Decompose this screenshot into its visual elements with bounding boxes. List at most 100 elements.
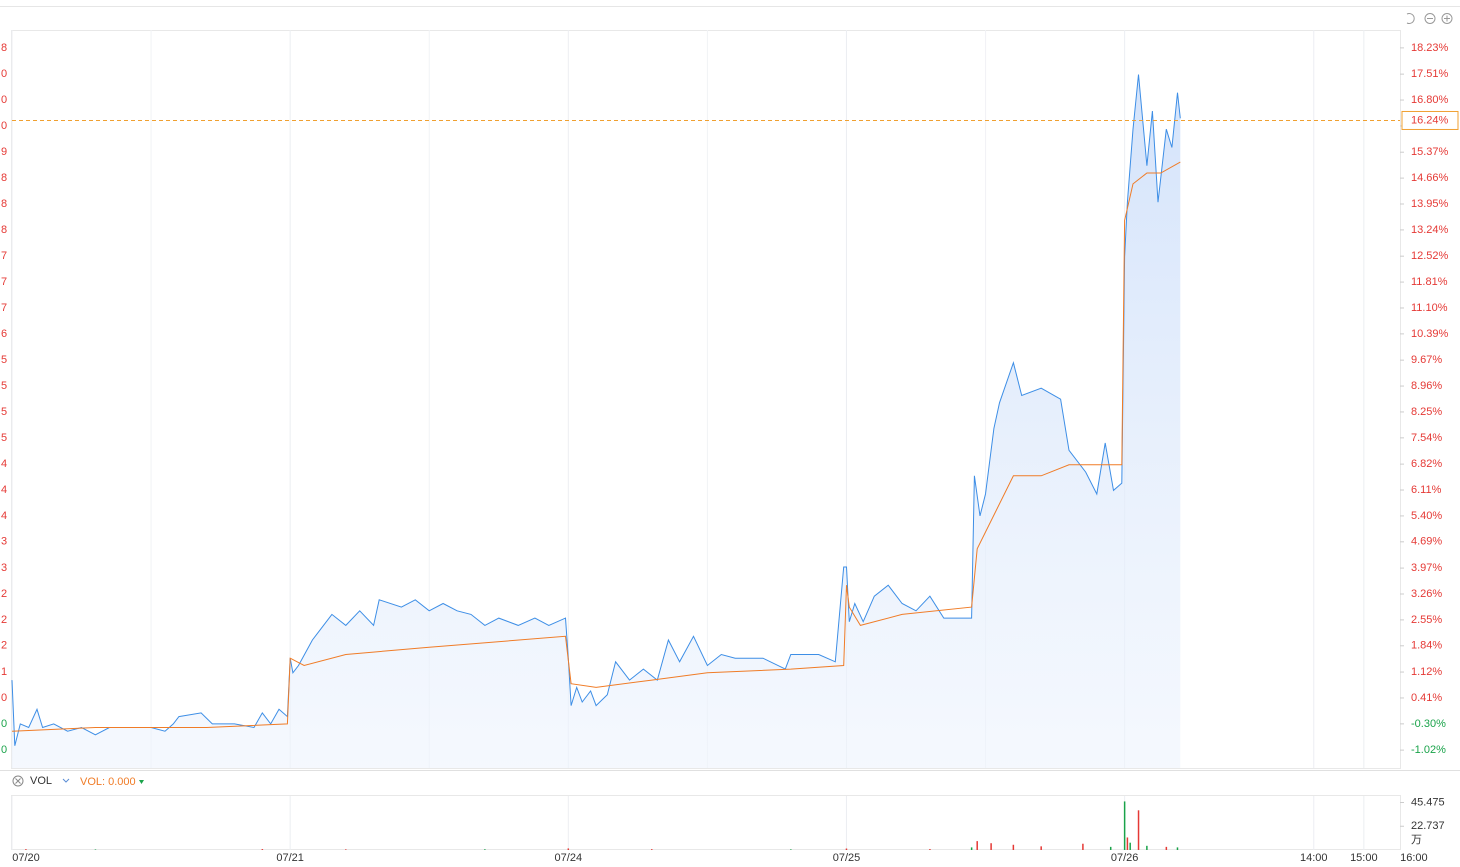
left-tick-label: 2 — [1, 614, 7, 626]
indicator-name: VOL — [30, 775, 52, 787]
left-tick-label: 4 — [1, 484, 7, 496]
y-tick-label: 17.51% — [1411, 68, 1449, 80]
x-tick-label: 07/24 — [555, 852, 583, 864]
volume-bar — [1040, 846, 1042, 850]
left-tick-label: 8 — [1, 198, 7, 210]
y-tick-label: 11.81% — [1411, 276, 1448, 288]
x-tick-label: 07/20 — [12, 852, 40, 864]
left-tick-label: 1 — [1, 666, 7, 678]
price-area — [12, 74, 1181, 768]
indicator-arrow — [139, 780, 144, 784]
volume-bar — [976, 841, 978, 850]
plot-layer: 07/20 07/21 07/24 07/25 07/26 14:00 15:00 16:00… — [1, 30, 1459, 864]
average-line — [11, 161, 1181, 732]
left-tick-label: 8 — [1, 172, 7, 184]
x-tick-label: 07/21 — [276, 852, 304, 864]
y-tick-label: 45.475 — [1411, 796, 1445, 808]
left-tick-label: 7 — [1, 276, 7, 288]
left-tick-label: 8 — [1, 42, 7, 54]
left-tick-label: 5 — [1, 380, 7, 392]
y-tick-label: 13.95% — [1411, 198, 1449, 210]
y-tick-label: 0.41% — [1411, 692, 1442, 704]
left-tick-label: 4 — [1, 510, 7, 522]
volume-bar — [567, 848, 570, 850]
volume-bar — [970, 847, 973, 850]
left-tick-label: 0 — [1, 120, 7, 132]
last-price-label: 16.24% — [1411, 114, 1449, 126]
x-tick-label: 16:00 — [1400, 852, 1428, 864]
x-tick-label: 15:00 — [1350, 852, 1378, 864]
left-tick-label: 7 — [1, 250, 7, 262]
y-tick-label: 1.12% — [1411, 666, 1442, 678]
y-tick-label: 6.11% — [1411, 484, 1442, 496]
y-tick-label: 22.737 — [1411, 820, 1445, 832]
y-tick-label: 9.67% — [1411, 354, 1442, 366]
y-tick-label: 6.82% — [1411, 458, 1442, 470]
y-tick-label: 1.84% — [1411, 640, 1442, 652]
volume-unit: 万 — [1411, 834, 1422, 846]
x-tick-label: 07/26 — [1111, 852, 1139, 864]
volume-bar — [990, 843, 992, 850]
y-tick-label: 18.23% — [1411, 42, 1449, 54]
zoom-in-icon[interactable] — [1441, 13, 1453, 24]
volume-bar — [845, 848, 848, 850]
y-tick-label: 12.52% — [1411, 250, 1449, 262]
volume-bar — [1126, 837, 1129, 850]
left-tick-label: 8 — [1, 224, 7, 236]
left-tick-label: 3 — [1, 536, 7, 548]
volume-bar — [651, 849, 653, 850]
left-tick-label: 5 — [1, 406, 7, 418]
volume-bar — [790, 849, 792, 850]
volume-bar — [929, 849, 931, 850]
volume-bar — [1146, 845, 1148, 850]
y-tick-label: -1.02% — [1411, 744, 1446, 756]
close-indicator[interactable] — [12, 775, 24, 787]
price-line — [11, 74, 1181, 746]
y-tick-label: 4.69% — [1411, 536, 1442, 548]
y-tick-label: 15.37% — [1411, 146, 1449, 158]
y-tick-label: 3.97% — [1411, 562, 1442, 574]
y-tick-label: 5.40% — [1411, 510, 1442, 522]
y-tick-label: 10.39% — [1411, 328, 1449, 340]
left-tick-label: 6 — [1, 328, 7, 340]
zoom-out-icon[interactable] — [1424, 13, 1436, 24]
left-tick-label: 0 — [1, 718, 7, 730]
y-tick-label: 2.55% — [1411, 614, 1442, 626]
volume-bar — [1109, 846, 1112, 850]
volume-bar — [261, 849, 264, 850]
left-tick-label: 3 — [1, 562, 7, 574]
volume-bar — [94, 849, 97, 850]
left-tick-label: 0 — [1, 68, 7, 80]
y-tick-label: 3.26% — [1411, 588, 1442, 600]
vol-header: VOL VOL: 0.000 — [12, 775, 144, 788]
left-tick-label: 4 — [1, 458, 7, 470]
y-tick-label: 8.96% — [1411, 380, 1442, 392]
left-tick-label: 7 — [1, 302, 7, 314]
volume-bar — [1123, 801, 1126, 850]
volume-bar — [1165, 846, 1168, 850]
y-tick-label: 8.25% — [1411, 406, 1442, 418]
y-tick-label: -0.30% — [1411, 718, 1446, 730]
x-tick-label: 07/25 — [833, 852, 861, 864]
indicator-value: VOL: 0.000 — [80, 776, 136, 788]
y-tick-label: 11.10% — [1411, 302, 1448, 314]
left-tick-label: 9 — [1, 146, 7, 158]
last-price-box — [1401, 110, 1459, 130]
reset-icon[interactable] — [1406, 13, 1415, 24]
close-x — [15, 778, 21, 784]
volume-bar — [1176, 847, 1179, 850]
volume-bar — [1012, 844, 1015, 850]
volume-bar — [345, 849, 347, 850]
left-tick-label: 2 — [1, 640, 7, 652]
volume-bar — [484, 849, 486, 850]
left-tick-label: 2 — [1, 588, 7, 600]
indicator-dropdown[interactable] — [62, 778, 70, 783]
left-tick-label: 0 — [1, 692, 7, 704]
x-tick-label: 14:00 — [1300, 852, 1328, 864]
volume-bar — [1137, 810, 1140, 850]
zoom-controls[interactable] — [1406, 13, 1453, 24]
volume-bar — [1082, 843, 1084, 850]
left-tick-label: 0 — [1, 744, 7, 756]
volume-bar — [25, 849, 27, 850]
y-tick-label: 14.66% — [1411, 172, 1449, 184]
